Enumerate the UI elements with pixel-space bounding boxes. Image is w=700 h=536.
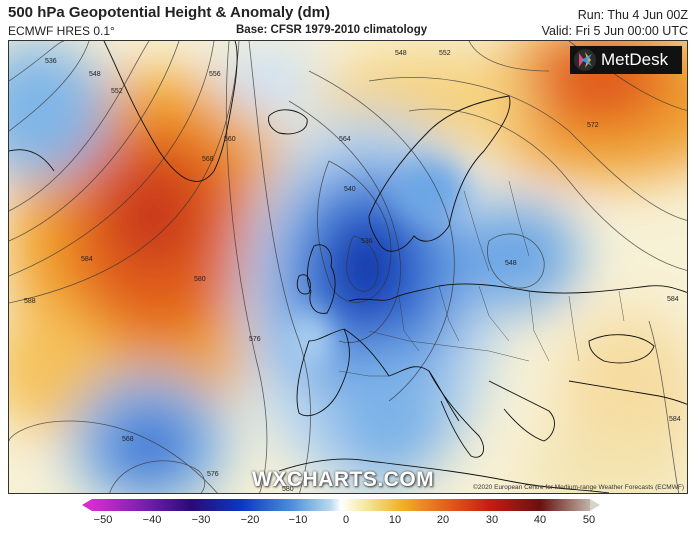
contour-label: 588: [24, 298, 36, 305]
metdesk-logo-text: MetDesk: [601, 50, 669, 69]
colorbar-high-arrow: [590, 499, 600, 511]
colorbar-tick: −20: [240, 514, 260, 526]
contour-label: 572: [587, 122, 599, 129]
contour-label: 584: [669, 416, 681, 423]
colorbar-tick: 0: [342, 514, 350, 526]
contour-labels: 536 548 552 556 560 568 584 588 580 576 …: [24, 50, 681, 493]
run-label: Run: Thu 4 Jun 00Z: [577, 8, 688, 22]
colorbar-tick: −40: [142, 514, 162, 526]
contour-label: 552: [439, 50, 451, 57]
anomaly-colorbar: [82, 499, 600, 511]
contour-label: 540: [344, 186, 356, 193]
metdesk-logo-icon: [574, 49, 596, 71]
chart-title: 500 hPa Geopotential Height & Anomaly (d…: [8, 4, 330, 21]
contour-label: 564: [339, 136, 351, 143]
valid-time-label: Valid: Fri 5 Jun 00:00 UTC: [541, 24, 688, 38]
colorbar-tick: 20: [436, 514, 450, 526]
contour-label: 556: [209, 71, 221, 78]
wxcharts-watermark: WXCHARTS.COM: [252, 468, 435, 491]
contour-label: 560: [224, 136, 236, 143]
colorbar-tick: −50: [93, 514, 113, 526]
contour-label: 548: [89, 71, 101, 78]
contour-label: 576: [249, 336, 261, 343]
colorbar-low-arrow: [82, 499, 92, 511]
height-contours: [9, 41, 687, 493]
contour-label: 580: [282, 486, 294, 493]
base-climatology-label: Base: CFSR 1979-2010 climatology: [236, 24, 428, 36]
country-borders: [338, 180, 625, 377]
colorbar-tick: 10: [388, 514, 402, 526]
colorbar-tick: −30: [191, 514, 211, 526]
colorbar-tick: −10: [288, 514, 308, 526]
contour-label: 552: [111, 88, 123, 95]
contour-label: 536: [361, 238, 373, 245]
contour-label: 568: [202, 156, 214, 163]
metdesk-logo: MetDesk: [570, 46, 682, 74]
colorbar-tick: 30: [485, 514, 499, 526]
contour-label: 584: [81, 256, 93, 263]
contour-label: 548: [395, 50, 407, 57]
contour-label: 580: [194, 276, 206, 283]
colorbar-tick: 50: [582, 514, 596, 526]
colorbar-tick: 40: [533, 514, 547, 526]
contour-label: 584: [667, 296, 679, 303]
model-label: ECMWF HRES 0.1°: [8, 24, 115, 38]
anomaly-map: 536 548 552 556 560 568 584 588 580 576 …: [8, 40, 688, 494]
contour-label: 548: [505, 260, 517, 267]
contour-label: 536: [45, 58, 57, 65]
map-canvas: 536 548 552 556 560 568 584 588 580 576 …: [9, 41, 687, 493]
contour-label: 576: [207, 471, 219, 478]
colorbar-gradient: [92, 499, 590, 511]
contour-label: 568: [122, 436, 134, 443]
coastlines: [9, 41, 687, 493]
ecmwf-credit: ©2020 European Centre for Medium-range W…: [473, 484, 684, 491]
